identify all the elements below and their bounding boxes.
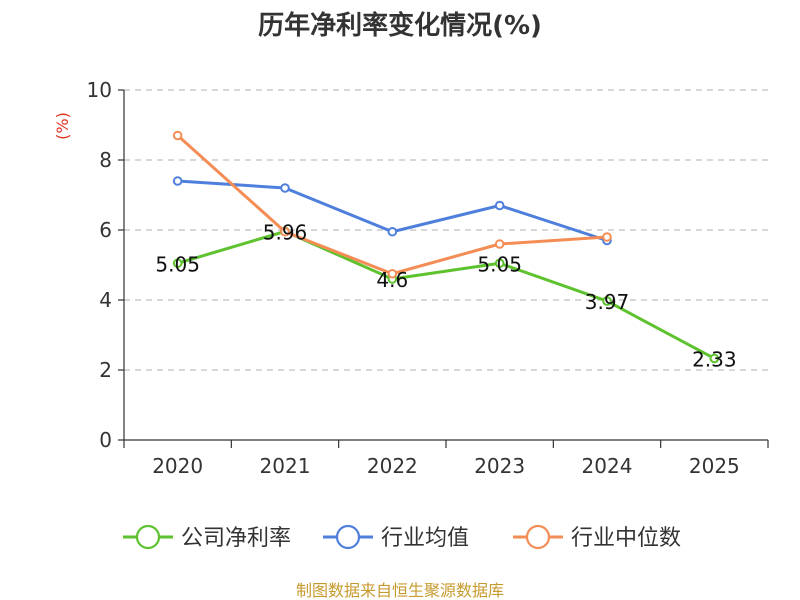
legend-item-2[interactable]: 行业均值 [323, 524, 469, 551]
chart-title: 历年净利率变化情况(%) [258, 10, 542, 41]
x-tick-label: 2021 [260, 454, 311, 478]
data-point[interactable] [387, 226, 398, 237]
y-tick-label: 0 [99, 428, 112, 452]
legend-item-1[interactable]: 公司净利率 [123, 524, 291, 551]
series-1 [172, 226, 720, 364]
y-axis-unit: (%) [53, 112, 72, 140]
y-tick-label: 4 [99, 288, 112, 312]
series-line [176, 134, 608, 276]
legend-label: 行业中位数 [571, 526, 681, 551]
data-label: 4.6 [376, 268, 408, 292]
data-label: 3.97 [585, 290, 630, 314]
x-tick-label: 2024 [582, 454, 633, 478]
legend-item-3[interactable]: 行业中位数 [513, 524, 681, 551]
series-group [172, 130, 720, 364]
data-point[interactable] [494, 239, 505, 249]
data-point[interactable] [280, 183, 290, 193]
grid-lines [124, 89, 768, 371]
data-label: 5.96 [263, 220, 308, 244]
y-tick-label: 8 [99, 148, 112, 172]
data-point[interactable] [172, 176, 183, 186]
legend[interactable]: 公司净利率 行业均值 行业中位数 [123, 524, 681, 551]
legend-marker [525, 524, 551, 550]
y-tick-label: 10 [87, 78, 112, 102]
data-label: 5.05 [477, 252, 522, 276]
data-point[interactable] [494, 200, 505, 211]
legend-marker [335, 524, 361, 550]
series-3 [172, 130, 612, 279]
x-tick-label: 2022 [367, 454, 418, 478]
data-label: 2.33 [692, 347, 737, 371]
data-point[interactable] [709, 353, 720, 364]
series-2 [172, 176, 612, 246]
axes: 0 2 4 6 8 10 2020 2021 2022 2023 2024 2025 [87, 78, 769, 478]
legend-label: 行业均值 [381, 526, 469, 551]
data-labels: 5.05 5.96 4.6 5.05 3.97 2.33 [155, 220, 736, 371]
x-tick-label: 2023 [474, 454, 525, 478]
x-tick-label: 2020 [152, 454, 203, 478]
data-point[interactable] [172, 258, 183, 269]
legend-label: 公司净利率 [181, 526, 291, 551]
x-tick-label: 2025 [689, 454, 740, 478]
y-tick-label: 6 [99, 218, 112, 242]
data-point[interactable] [494, 258, 505, 269]
y-tick-label: 2 [99, 358, 112, 382]
data-point[interactable] [387, 268, 398, 279]
data-point[interactable] [280, 226, 290, 237]
data-point[interactable] [602, 296, 612, 306]
series-line [177, 229, 716, 360]
data-label: 5.05 [155, 252, 200, 276]
data-point[interactable] [172, 130, 183, 141]
source-note: 制图数据来自恒生聚源数据库 [296, 581, 504, 600]
legend-marker [135, 524, 161, 550]
data-point[interactable] [602, 232, 612, 242]
